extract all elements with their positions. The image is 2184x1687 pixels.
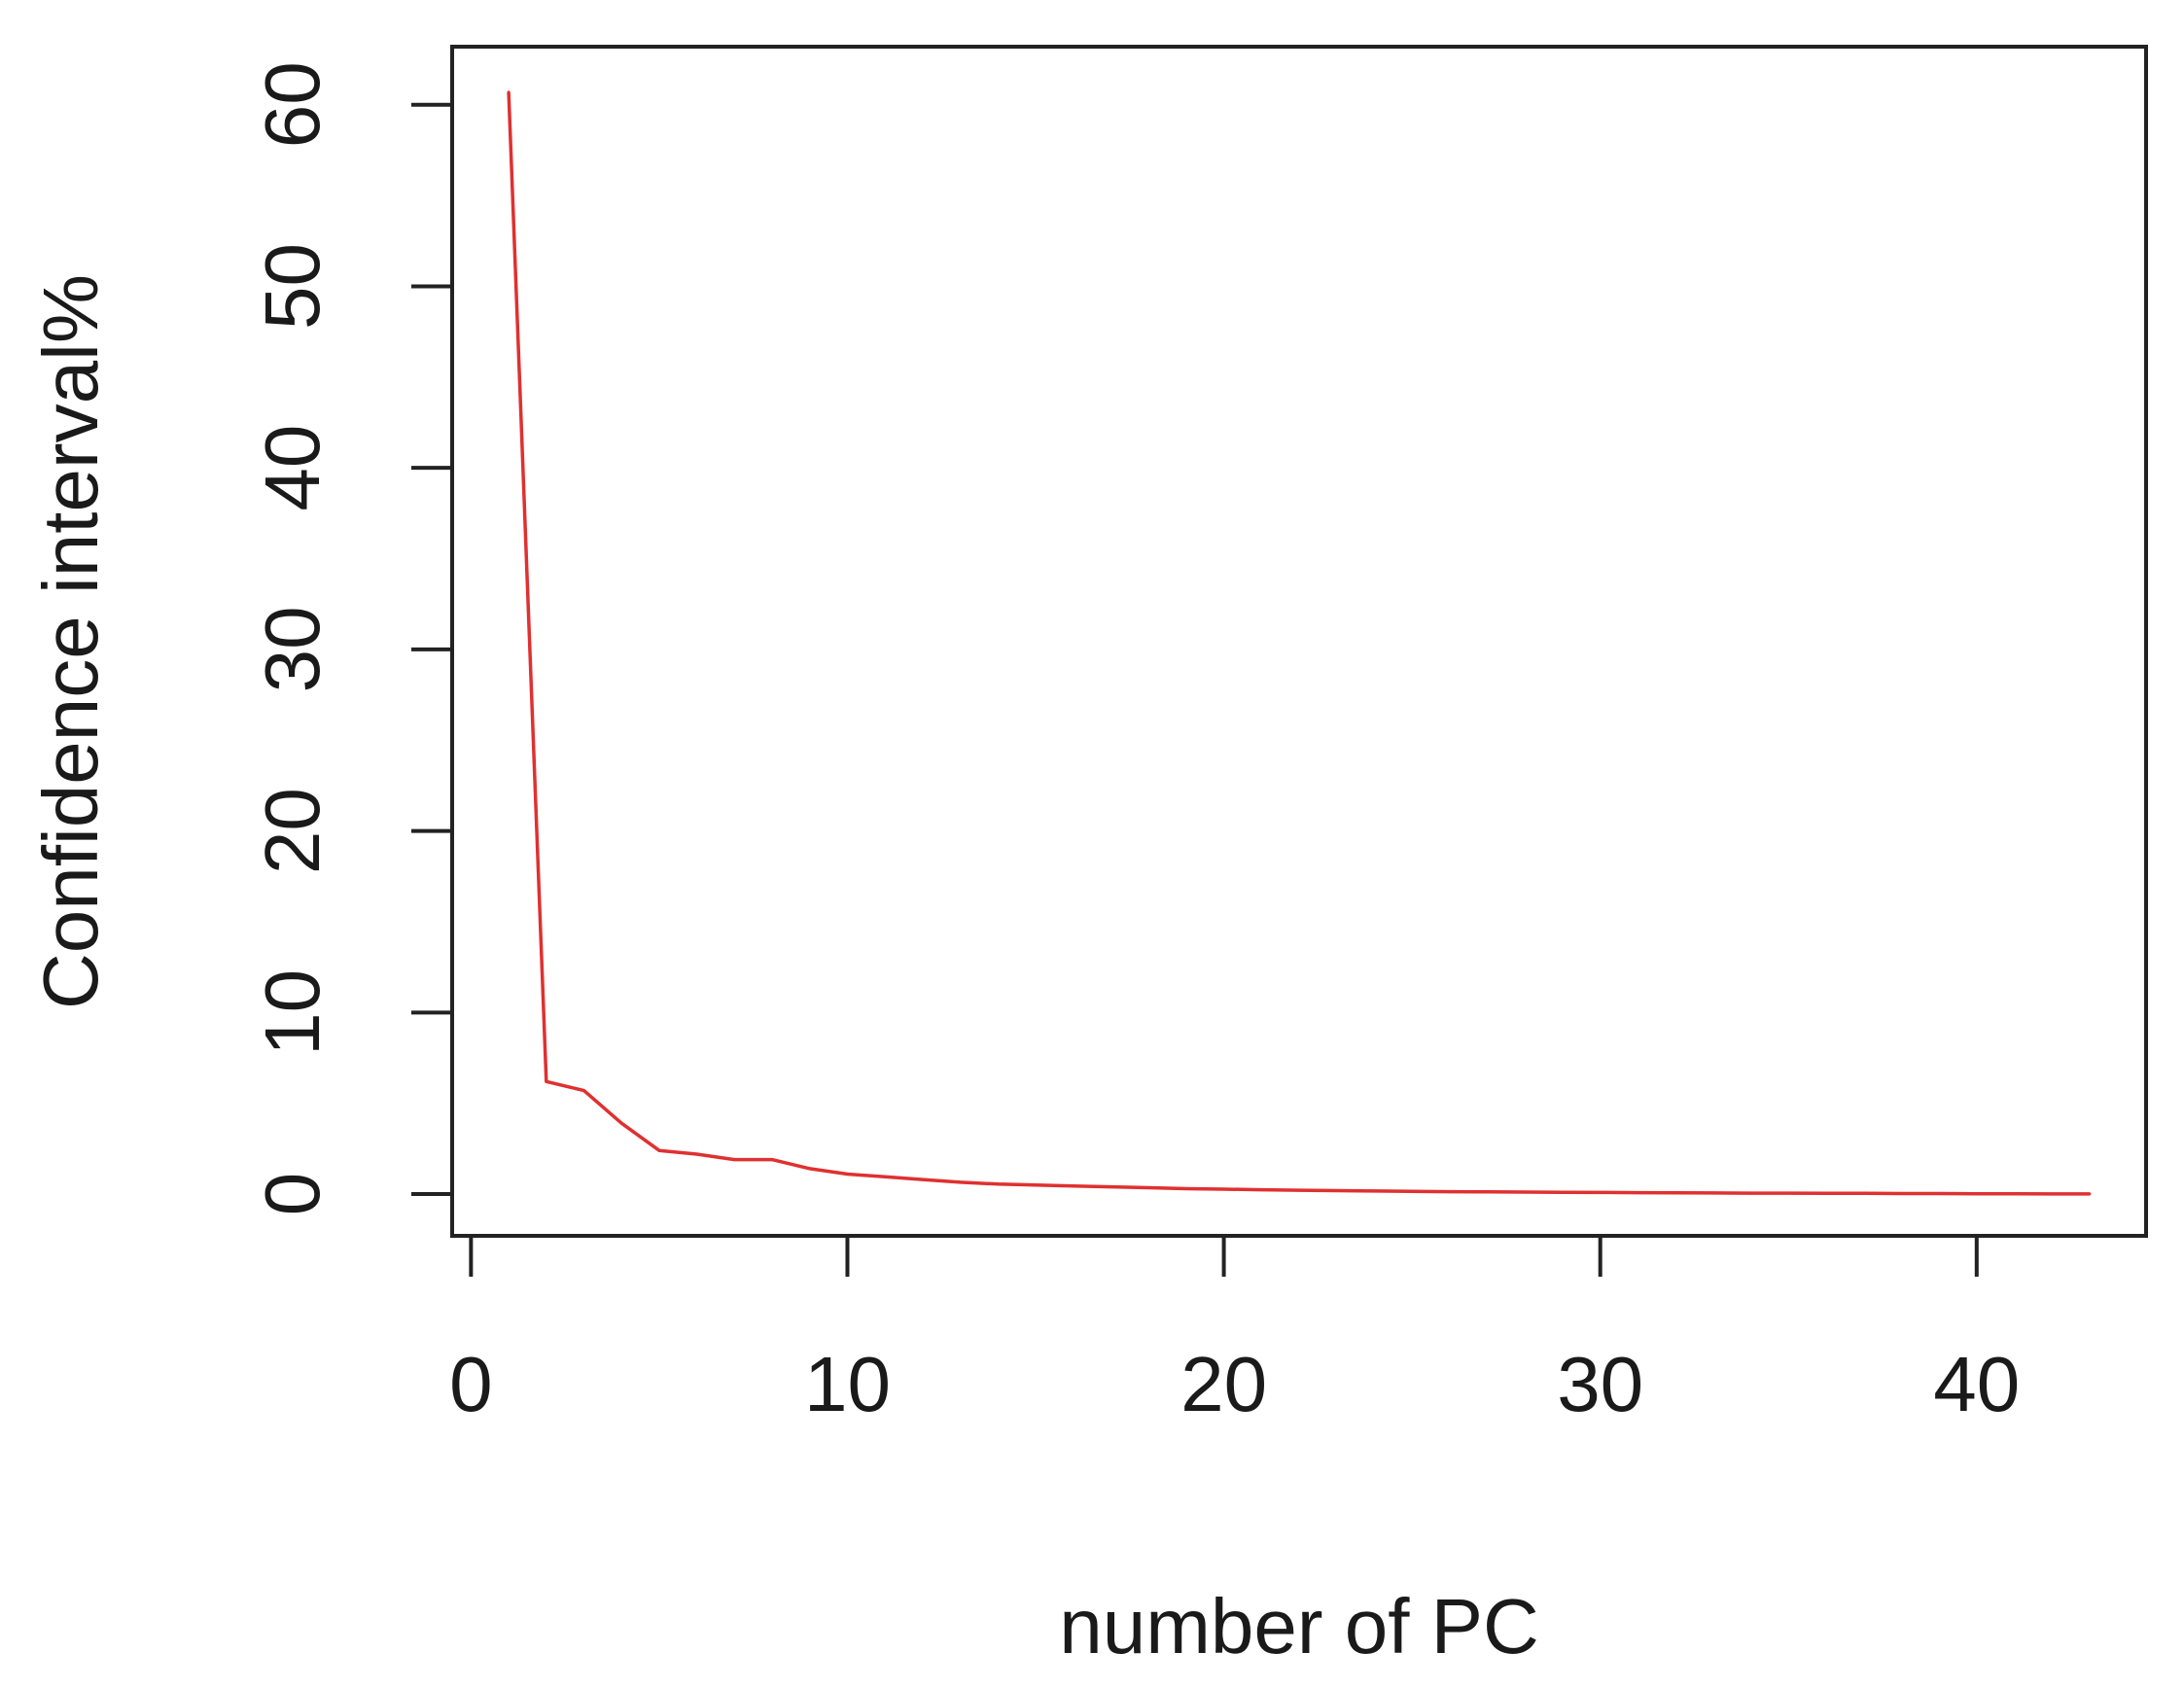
- data-point: [770, 1158, 774, 1162]
- data-point: [996, 1182, 1000, 1186]
- x-tick-label: 10: [804, 1341, 891, 1427]
- data-point: [959, 1180, 963, 1184]
- data-point: [1523, 1190, 1527, 1194]
- y-tick-label: 50: [249, 243, 335, 330]
- x-tick-label: 30: [1557, 1341, 1643, 1427]
- y-axis-title: Confidence interval%: [27, 274, 114, 1009]
- data-point: [1372, 1189, 1376, 1193]
- series-layer: [507, 90, 2092, 1196]
- y-tick-label: 10: [249, 969, 335, 1056]
- y-tick-label: 0: [249, 1173, 335, 1216]
- data-point: [1486, 1190, 1490, 1194]
- data-point: [1711, 1191, 1715, 1195]
- y-tick-label: 40: [249, 425, 335, 511]
- data-point: [1824, 1191, 1828, 1195]
- data-point: [1786, 1191, 1790, 1195]
- data-point: [1862, 1191, 1866, 1195]
- data-point: [1146, 1186, 1150, 1189]
- data-point: [1673, 1191, 1677, 1195]
- data-point: [1072, 1184, 1075, 1188]
- y-tick-label: 20: [249, 788, 335, 874]
- data-point: [1899, 1192, 1903, 1195]
- data-point: [1749, 1191, 1752, 1195]
- data-point: [657, 1148, 661, 1152]
- data-point: [1599, 1190, 1603, 1194]
- data-point: [1297, 1188, 1301, 1192]
- data-point: [545, 1079, 548, 1083]
- plot-frame: [450, 45, 2148, 1238]
- y-ticks: 0 10 20 30 40 50 60: [249, 61, 452, 1215]
- data-point: [695, 1152, 699, 1156]
- data-point: [1335, 1189, 1339, 1192]
- data-point: [507, 90, 511, 94]
- data-point: [883, 1175, 887, 1178]
- series-line: [507, 91, 2090, 1196]
- data-point: [582, 1089, 585, 1093]
- x-axis-title: number of PC: [1059, 1583, 1539, 1669]
- data-point: [1034, 1183, 1038, 1187]
- data-point: [1448, 1190, 1452, 1194]
- data-point: [1410, 1189, 1414, 1193]
- x-ticks: 0 10 20 30 40: [449, 1236, 2020, 1427]
- data-point: [1259, 1188, 1263, 1192]
- data-point: [1937, 1192, 1941, 1195]
- x-tick-label: 0: [449, 1341, 493, 1427]
- data-point: [1636, 1191, 1639, 1195]
- data-point: [2013, 1192, 2016, 1196]
- data-point: [1561, 1190, 1565, 1194]
- data-point: [1222, 1187, 1226, 1191]
- data-point: [2050, 1192, 2054, 1196]
- y-tick-label: 60: [249, 61, 335, 148]
- y-tick-label: 30: [249, 606, 335, 692]
- data-point: [1109, 1185, 1112, 1189]
- data-point: [1184, 1187, 1188, 1190]
- x-tick-label: 20: [1180, 1341, 1267, 1427]
- data-point: [619, 1121, 623, 1125]
- x-tick-label: 40: [1933, 1341, 2020, 1427]
- data-point: [2088, 1192, 2092, 1196]
- data-point: [921, 1177, 925, 1181]
- data-point: [1975, 1192, 1979, 1196]
- data-point: [846, 1173, 849, 1176]
- data-point: [808, 1167, 812, 1171]
- data-point: [732, 1158, 736, 1162]
